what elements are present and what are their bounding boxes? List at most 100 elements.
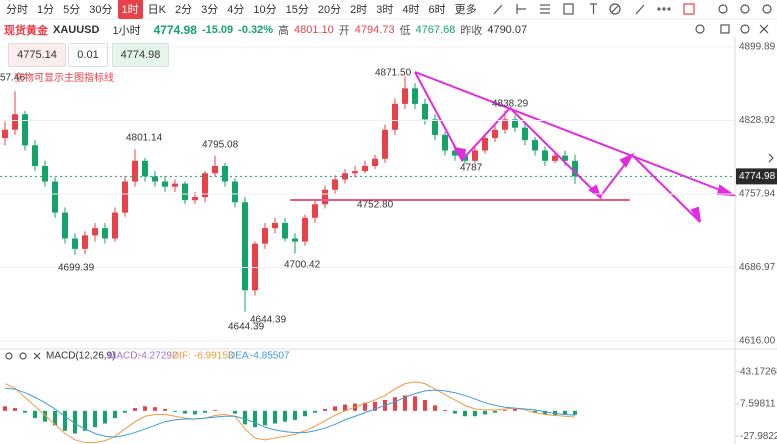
period-button[interactable]: 4时 [402, 4, 420, 16]
candle-body [82, 235, 88, 249]
macd-bar [543, 410, 547, 415]
zigzag [414, 71, 701, 223]
open: 4794.73 [354, 24, 395, 36]
macd-bar [123, 410, 127, 413]
period-button[interactable]: 更多 [454, 4, 477, 16]
candle-body [262, 228, 268, 244]
y-tick-label: -27.98226 [740, 431, 777, 442]
arrow-head [690, 206, 701, 223]
macd-bar [143, 406, 147, 411]
y-tick-label: 4828.92 [739, 115, 776, 126]
period-button[interactable]: 2分 [174, 4, 193, 16]
candle-body [532, 140, 538, 151]
macd-bar [163, 409, 167, 411]
period-button[interactable]: 1分 [37, 4, 55, 16]
candle-body [232, 181, 238, 203]
period-button[interactable]: 3分 [201, 4, 219, 16]
symbol[interactable]: XAUUSD [53, 24, 100, 36]
price: 4774.98 [153, 23, 197, 37]
macd-bar [203, 410, 207, 413]
candle-body [552, 155, 558, 161]
qty-box[interactable]: 0.01 [68, 43, 108, 67]
candle-body [312, 204, 318, 218]
candle-body [572, 160, 578, 177]
low: 4767.68 [415, 24, 456, 36]
period-button[interactable]: 20分 [317, 4, 342, 16]
candle-body [122, 181, 128, 213]
candle-body [172, 183, 178, 187]
candle-body [512, 119, 518, 128]
y-tick-label: 4616.00 [739, 336, 776, 347]
macd-bar [443, 409, 447, 411]
period-button[interactable]: 分时 [6, 4, 28, 16]
macd-bar [463, 410, 467, 417]
period-button[interactable]: 10分 [253, 4, 277, 16]
macd-bar [403, 395, 407, 411]
macd-bar [103, 410, 107, 424]
period-button[interactable]: 3时 [376, 4, 394, 16]
macd-bar [293, 410, 297, 420]
macd-bar [13, 408, 17, 411]
macd-bar [173, 410, 177, 412]
candle-body [452, 150, 458, 156]
drawings [290, 71, 737, 223]
candle-body [2, 129, 8, 139]
period-button[interactable]: 1时 [117, 0, 143, 19]
candle-body [12, 114, 18, 130]
sell-box[interactable]: 4775.14 [8, 43, 66, 67]
macd-bar [3, 406, 7, 411]
macd-bar [503, 409, 507, 411]
price-annotation: 4699.39 [58, 263, 95, 274]
period-button[interactable]: 6时 [428, 4, 446, 16]
price-annotation: 57.46 [0, 73, 25, 84]
indicator-label: DEA: [228, 351, 251, 362]
period-button[interactable]: 30分 [89, 4, 113, 16]
period-button[interactable]: 15分 [285, 4, 309, 16]
period-button[interactable]: 4分 [227, 4, 245, 16]
candle-body [42, 165, 48, 182]
macd-bar [193, 410, 197, 415]
low-label: 低 [399, 25, 411, 37]
arrow-head [453, 146, 467, 163]
macd-bar [83, 410, 87, 431]
period-button[interactable]: 5分 [63, 4, 81, 16]
candle-body [132, 160, 138, 182]
candle-body [472, 150, 478, 161]
candle-body [102, 228, 108, 239]
indicator-label: MACD(12,26,9) [46, 351, 115, 362]
candle-body [112, 212, 118, 239]
candle-body [282, 222, 288, 239]
trend-line [414, 71, 734, 196]
instrument-name[interactable]: 现货黄金 [4, 25, 48, 37]
toolbar: 分时 1分 5分 30分 1时 日K 2分 3分 4分 10分 15分 20分 2时 3时 4时 6时 更多 [2, 0, 482, 19]
period-button[interactable]: 日K [147, 4, 166, 16]
macd-bar [373, 401, 377, 411]
candle-body [192, 197, 198, 201]
buy-box[interactable]: 4774.98 [112, 43, 169, 67]
interval[interactable]: 1小时 [112, 25, 141, 37]
macd-bar [213, 409, 217, 411]
candle-body [152, 176, 158, 182]
macd-bar [493, 410, 497, 413]
candle-body [442, 134, 448, 151]
macd-bar [253, 410, 257, 428]
macd-bar [363, 402, 367, 411]
macd-line [4, 387, 576, 438]
candle-body [292, 238, 298, 242]
candle-body [72, 238, 78, 249]
candle-body [502, 119, 508, 130]
candle-body [182, 183, 188, 201]
arrow-head [619, 152, 635, 168]
change-pct: -0.32% [238, 24, 274, 36]
indicator-value: -6.99153 [194, 351, 234, 362]
candle-body [542, 150, 548, 161]
tool-icons[interactable] [5, 3, 774, 360]
candle-body [62, 212, 68, 239]
indicator-value: -4.27292 [138, 351, 178, 362]
macd-bar [433, 405, 437, 411]
period-button[interactable]: 2时 [350, 4, 368, 16]
candle-body [302, 217, 308, 242]
candle-body [272, 222, 278, 229]
candle-body [52, 181, 58, 213]
